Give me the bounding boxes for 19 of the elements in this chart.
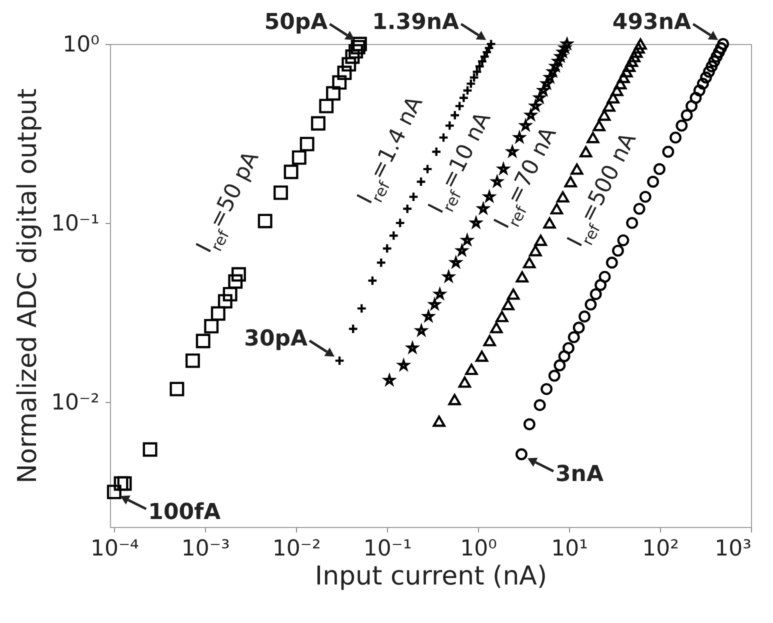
annotation: 3nA [555, 462, 604, 488]
x-tick-label: 10⁻¹ [363, 536, 412, 562]
y-tick-label: 10⁻² [51, 390, 100, 416]
y-tick-label: 10⁻¹ [51, 211, 100, 236]
annotation: 30pA [244, 326, 308, 352]
annotation: 493nA [612, 10, 692, 35]
x-tick-label: 10⁻⁴ [90, 536, 140, 562]
x-tick-label: 10⁻² [272, 536, 321, 562]
x-axis-title: Input current (nA) [314, 562, 548, 592]
y-axis-title: Normalized ADC digital output [13, 88, 44, 484]
y-tick-label: 10⁰ [62, 32, 100, 58]
x-tick-label: 10¹ [551, 536, 588, 562]
x-tick-label: 10² [642, 536, 679, 562]
annotation: 1.39nA [372, 10, 460, 35]
annotation: 50pA [264, 10, 328, 35]
x-tick-label: 10³ [714, 536, 752, 562]
x-tick-label: 10⁻³ [181, 536, 230, 562]
annotation: 100fA [148, 500, 221, 525]
x-tick-label: 10⁰ [460, 536, 498, 562]
